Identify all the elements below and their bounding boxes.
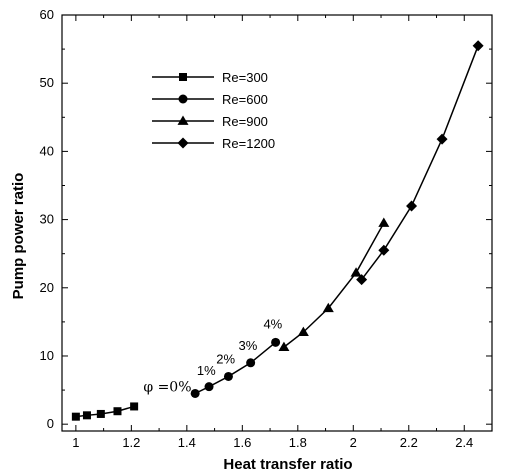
series-triangle [278,217,390,351]
annotation-label: 3% [238,338,257,353]
x-tick-label: 1.8 [289,435,307,450]
y-tick-label: 30 [40,212,54,227]
data-point [96,409,105,418]
data-point [472,40,484,52]
data-point [71,412,80,421]
data-point [406,200,418,212]
annotation-label: 2% [216,351,235,366]
y-axis-ticks: 0 10 20 30 40 50 60 [40,7,492,431]
data-point [297,326,309,336]
annotations: φ =0% 1%2%3% 4% [143,317,282,396]
x-tick-label: 2.2 [400,435,418,450]
data-point [130,402,139,411]
legend-label: Re=300 [222,70,268,85]
annotation-label: φ =0% [143,379,191,395]
x-tick-label: 1.2 [122,435,140,450]
series-square [71,402,139,421]
data-point [223,371,233,381]
x-axis-label: Heat transfer ratio [223,456,352,473]
data-point [356,274,368,286]
x-tick-label: 1.6 [233,435,251,450]
data-point [271,337,281,347]
series-line [361,45,479,281]
data-point [350,267,362,277]
y-tick-label: 10 [40,348,54,363]
x-tick-label: 1.4 [178,435,196,450]
plot-border [61,14,493,432]
data-point [436,133,448,145]
legend-marker [178,94,188,104]
series-group [71,40,484,421]
data-point [378,217,390,227]
series-diamond [356,40,484,286]
y-axis-label: Pump power ratio [10,173,27,300]
x-tick-label: 1 [72,435,79,450]
data-point [204,382,214,392]
data-point [82,411,91,420]
data-point [278,341,290,351]
x-tick-label: 2.4 [455,435,473,450]
data-point [322,302,334,313]
data-point [113,407,122,416]
data-point [378,244,390,256]
x-axis-ticks: 1 1.2 1.4 1.6 1.8 2 2.2 2.4 [72,15,473,450]
data-point [190,388,200,398]
legend-label: Re=900 [222,114,268,129]
y-tick-label: 50 [40,75,54,90]
plot-frame [61,14,493,432]
legend: Re=300 Re=600 Re=900 Re=1200 [152,70,275,151]
legend-marker [177,137,189,149]
legend-marker [179,73,187,81]
series-circle [190,337,281,398]
annotation-label: 1% [197,363,216,378]
annotation-label: 4% [263,317,282,332]
data-point [246,358,256,368]
y-tick-label: 40 [40,143,54,158]
x-tick-label: 2 [350,435,357,450]
legend-label: Re=600 [222,92,268,107]
y-tick-label: 0 [47,416,54,431]
series-line [283,222,385,348]
legend-label: Re=1200 [222,136,275,151]
y-tick-label: 60 [40,7,54,22]
legend-marker [177,115,189,125]
y-tick-label: 20 [40,280,54,295]
